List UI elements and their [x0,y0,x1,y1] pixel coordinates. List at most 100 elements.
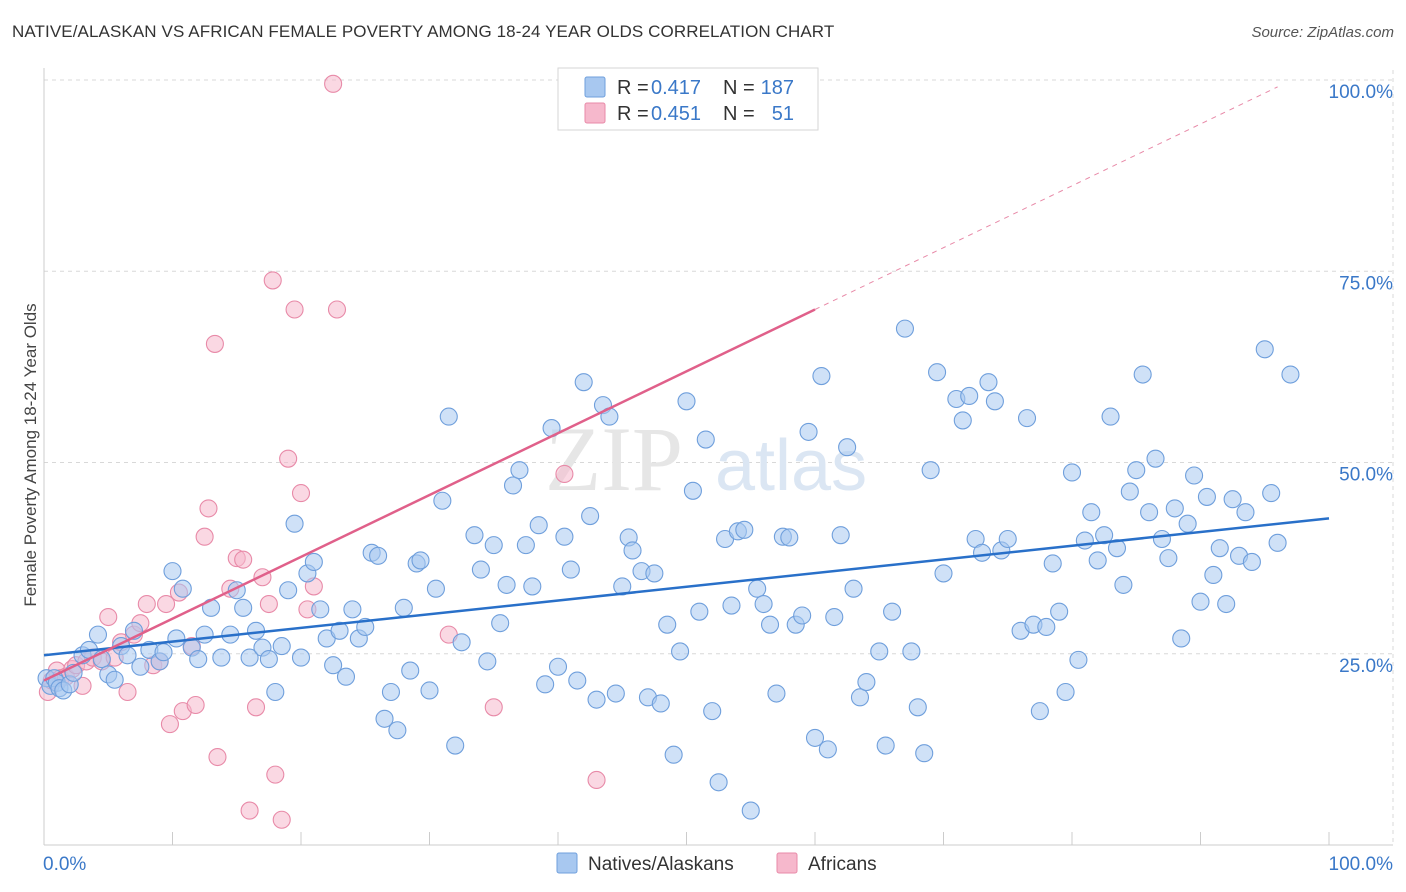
africans-trend-line [43,308,816,682]
natives-point-89 [613,577,632,596]
africans-point-20 [157,594,176,614]
natives-point-25 [189,650,208,669]
source-credit: Source: ZipAtlas.com [1251,24,1394,41]
natives-point-100 [683,481,702,500]
natives-point-183 [1242,552,1261,572]
natives-point-112 [760,615,780,634]
natives-point-85 [587,690,606,709]
natives-point-179 [1217,594,1236,614]
natives-point-97 [664,745,683,764]
natives-point-163 [1114,575,1133,594]
natives-point-162 [1107,539,1127,558]
natives-points [37,319,1300,820]
natives-point-187 [1281,365,1300,384]
natives-point-156 [1069,650,1088,669]
natives-point-103 [703,702,722,721]
africans-point-38 [266,765,285,784]
natives-point-81 [561,560,580,579]
natives-point-139 [953,411,972,430]
natives-point-64 [446,736,465,755]
africans-point-40 [279,449,298,468]
y-axis-label: Female Poverty Among 18-24 Year Olds [21,303,40,606]
africans-point-28 [205,334,224,353]
natives-point-53 [375,709,394,728]
legend-n-value-natives: 187 [761,77,794,99]
natives-point-83 [574,373,593,392]
natives-point-22 [167,629,186,648]
natives-point-79 [548,657,568,676]
natives-point-121 [818,740,837,759]
natives-point-148 [1017,409,1037,428]
natives-point-42 [304,552,323,572]
natives-trend-line [43,517,1330,657]
natives-point-124 [838,438,857,457]
natives-point-169 [1152,529,1171,549]
natives-point-63 [439,407,458,426]
natives-point-125 [844,579,863,598]
natives-point-55 [388,721,407,740]
natives-point-172 [1172,629,1191,648]
natives-point-56 [394,598,413,617]
natives-point-60 [420,681,439,700]
natives-point-74 [516,536,535,555]
natives-point-91 [623,541,642,560]
natives-point-111 [754,594,773,614]
africans-point-41 [285,300,304,319]
natives-point-59 [411,551,430,570]
africans-point-25 [186,695,205,715]
natives-point-135 [921,461,940,480]
natives-point-165 [1127,461,1146,480]
natives-point-185 [1262,484,1281,503]
natives-point-155 [1062,463,1082,482]
natives-point-178 [1210,539,1229,558]
natives-point-134 [915,744,934,763]
natives-point-71 [497,575,516,594]
africans-point-32 [234,550,253,569]
natives-point-40 [291,648,311,667]
natives-point-159 [1088,551,1107,570]
africans-point-39 [272,810,291,829]
natives-point-127 [857,673,876,692]
natives-point-174 [1185,466,1204,485]
natives-point-98 [671,642,690,661]
natives-point-37 [272,637,291,656]
africans-point-49 [555,464,574,484]
natives-point-154 [1056,682,1075,702]
y-tick-labels: 25.0% 50.0% 75.0% 100.0% [1329,82,1394,677]
africans-point-46 [327,300,347,319]
africans-point-48 [484,698,503,717]
natives-point-57 [401,661,420,680]
natives-point-38 [279,581,298,600]
legend-r-label-africans: R = [617,103,649,125]
natives-point-76 [529,516,548,535]
natives-point-46 [330,621,349,640]
legend-swatch-natives [584,76,606,98]
legend-r-value-natives: 0.417 [651,77,701,99]
natives-point-80 [555,527,574,546]
natives-point-128 [870,642,889,661]
natives-point-69 [484,536,503,555]
natives-point-68 [478,652,497,671]
natives-point-84 [581,506,600,526]
natives-point-82 [568,671,587,690]
africans-trend-extension [814,86,1278,310]
natives-point-140 [960,386,979,405]
natives-point-142 [972,543,992,562]
natives-point-109 [741,801,760,820]
bottom-legend-label-natives: Natives/Alaskans [588,854,734,875]
natives-point-102 [696,430,715,449]
natives-point-115 [780,528,799,547]
natives-point-70 [491,614,510,633]
natives-point-129 [876,736,895,755]
africans-point-42 [291,484,311,503]
natives-point-136 [928,363,947,382]
natives-point-17 [131,657,150,676]
natives-point-52 [369,546,388,565]
natives-point-164 [1120,482,1139,501]
legend-swatch-africans [584,102,606,124]
natives-point-94 [645,564,664,583]
y-tick-label-50: 50.0% [1339,465,1393,486]
natives-point-167 [1140,503,1159,522]
natives-point-152 [1043,554,1062,573]
watermark-atlas: atlas [715,426,867,506]
